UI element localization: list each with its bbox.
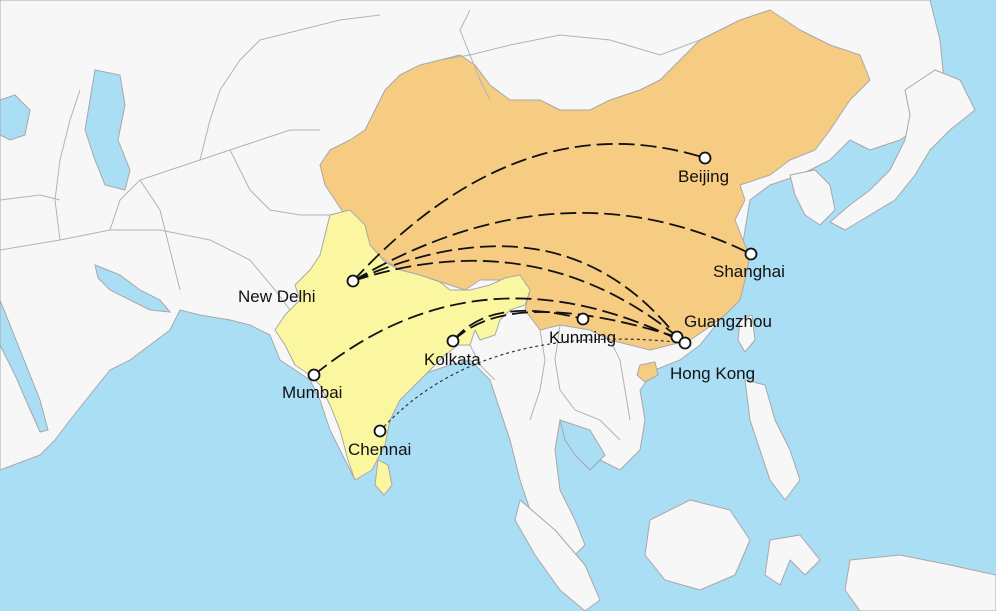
taiwan [737, 314, 756, 353]
sri-lanka [374, 459, 393, 496]
route-new-delhi-beijing [352, 143, 706, 282]
city-labels: New Delhi Mumbai Chennai Kolkata Kunming… [238, 167, 785, 459]
hainan [636, 361, 659, 383]
label-guangzhou: Guangzhou [684, 312, 772, 331]
label-mumbai: Mumbai [282, 383, 342, 402]
marker-kunming[interactable] [576, 312, 590, 326]
label-kolkata: Kolkata [424, 350, 481, 369]
label-shanghai: Shanghai [713, 262, 785, 281]
marker-chennai[interactable] [373, 424, 387, 438]
caspian-sea [84, 69, 131, 191]
sumatra [514, 499, 601, 611]
label-chennai: Chennai [348, 440, 411, 459]
route-kolkata-guangzhou [452, 311, 678, 342]
red-sea [0, 299, 49, 433]
marker-kolkata[interactable] [446, 334, 460, 348]
korea [789, 169, 836, 226]
city-markers [307, 151, 758, 438]
marker-beijing[interactable] [698, 151, 712, 165]
route-new-delhi-hong-kong [352, 259, 686, 344]
sulawesi [764, 534, 821, 586]
border-lines [0, 9, 631, 441]
new-guinea [844, 554, 996, 611]
routes-layer [313, 143, 752, 432]
marker-hong-kong[interactable] [678, 336, 692, 350]
route-new-delhi-shanghai [352, 212, 752, 282]
gulf-of-thailand [559, 419, 606, 471]
india [274, 209, 531, 481]
mongolia-border [439, 34, 701, 61]
philippines [744, 379, 801, 501]
marker-shanghai[interactable] [744, 247, 758, 261]
persian-gulf [94, 264, 172, 313]
japan [829, 69, 976, 231]
marker-mumbai[interactable] [307, 368, 321, 382]
borneo [644, 499, 751, 591]
black-sea [0, 94, 31, 141]
route-kolkata-kunming [452, 309, 584, 342]
label-beijing: Beijing [678, 167, 729, 186]
label-hong-kong: Hong Kong [670, 364, 755, 383]
route-mumbai-hong-kong [313, 297, 686, 376]
marker-new-delhi[interactable] [346, 274, 360, 288]
label-new-delhi: New Delhi [238, 287, 315, 306]
label-kunming: Kunming [549, 328, 616, 347]
route-chennai-hong-kong [379, 338, 686, 432]
route-new-delhi-guangzhou [352, 245, 678, 338]
